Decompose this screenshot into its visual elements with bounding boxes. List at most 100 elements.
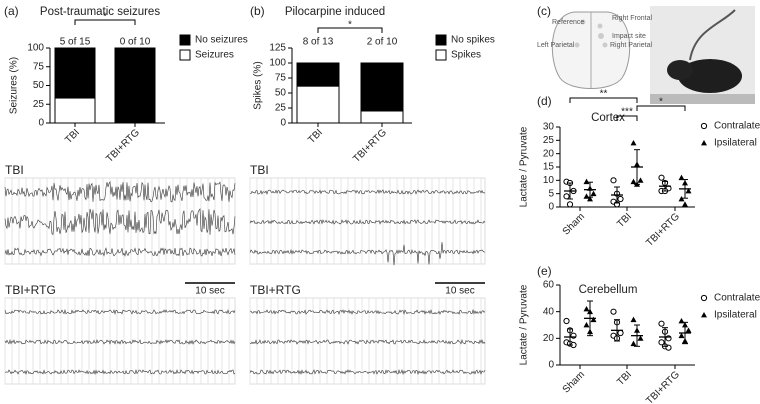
eeg-label: TBI xyxy=(5,163,24,177)
x-tick-label: TBI xyxy=(615,369,634,388)
data-point xyxy=(637,177,644,183)
x-tick-label: TBI xyxy=(615,211,634,230)
floor xyxy=(650,94,755,104)
x-tick-label: TBI+RTG xyxy=(351,127,389,165)
data-point xyxy=(685,327,692,333)
significance-bracket xyxy=(317,27,383,33)
bar-segment xyxy=(360,62,404,112)
cable xyxy=(689,9,736,61)
panel-label: (d) xyxy=(537,94,552,108)
scale-bar-label: 10 sec xyxy=(195,286,224,297)
data-point xyxy=(617,195,624,203)
electrode-label: Left Parietal xyxy=(537,42,575,49)
electrode-label: Right Frontal xyxy=(612,15,653,22)
chart-title: Pilocarpine induced xyxy=(285,6,385,18)
significance-bracket xyxy=(636,105,686,111)
legend-label: No spikes xyxy=(451,35,495,46)
electrode xyxy=(602,42,608,48)
data-point xyxy=(587,196,593,202)
bar-segment xyxy=(54,97,96,124)
y-tick-label: 100 xyxy=(27,43,44,54)
eeg-trace xyxy=(249,338,486,345)
data-point xyxy=(583,322,590,328)
count-label: 2 of 10 xyxy=(367,37,398,48)
eeg-trace xyxy=(4,208,236,235)
y-tick-label: 25 xyxy=(275,103,287,114)
brain-diagram xyxy=(551,11,631,89)
y-tick-label: 60 xyxy=(543,280,555,291)
panel-label: (e) xyxy=(537,264,552,278)
data-point xyxy=(678,196,685,202)
y-axis-label: Lactate / Pyruvate xyxy=(519,126,530,207)
y-tick-label: 0 xyxy=(548,202,554,213)
count-label: 5 of 15 xyxy=(60,37,91,48)
data-point xyxy=(583,193,590,199)
legend-label: Ipsilateral xyxy=(714,310,757,321)
data-point xyxy=(678,174,685,181)
y-tick-label: 20 xyxy=(543,333,555,344)
data-point xyxy=(658,320,665,327)
panel-label: (c) xyxy=(537,4,551,18)
y-axis-label: Seizures (%) xyxy=(9,57,20,114)
chart-title: Cortex xyxy=(591,112,625,124)
eeg-trace xyxy=(4,247,236,257)
legend-label: Contralateral xyxy=(714,293,760,304)
legend-label: Spikes xyxy=(451,50,481,61)
eeg-trace xyxy=(4,308,236,315)
data-point xyxy=(566,201,574,208)
data-point xyxy=(658,174,665,181)
electrode-label: Right Parietal xyxy=(610,42,652,49)
data-point xyxy=(658,339,665,346)
electrode-label: Reference xyxy=(552,19,584,26)
bar-segment xyxy=(296,62,340,87)
data-point xyxy=(630,316,637,323)
x-tick-label: Sham xyxy=(561,211,587,237)
y-tick-label: 0 xyxy=(280,118,286,129)
electrode-label: Impact site xyxy=(612,33,646,40)
y-tick-label: 75 xyxy=(275,73,287,84)
significance-label: * xyxy=(103,12,107,23)
chart-title: Cerebellum xyxy=(579,284,638,296)
eeg-label: TBI+RTG xyxy=(250,283,301,297)
legend-swatch xyxy=(179,49,191,61)
electrode xyxy=(597,23,603,29)
count-label: 8 of 13 xyxy=(303,37,334,48)
y-tick-label: 0 xyxy=(38,118,44,129)
x-tick-label: Sham xyxy=(561,369,587,395)
panel-label: (b) xyxy=(250,4,265,18)
y-tick-label: 125 xyxy=(269,43,286,54)
x-tick-label: TBI xyxy=(63,127,82,146)
x-tick-label: TBI xyxy=(306,127,325,146)
y-tick-label: 0 xyxy=(548,360,554,371)
legend-marker xyxy=(701,312,707,318)
panel-label: (a) xyxy=(4,4,19,18)
bar-segment xyxy=(360,110,404,124)
significance-label: *** xyxy=(621,107,633,118)
eeg-trace xyxy=(249,219,486,225)
data-point xyxy=(630,140,637,146)
y-tick-label: 5 xyxy=(548,188,554,199)
legend-label: Contralateral xyxy=(714,121,760,132)
eeg-trace xyxy=(4,181,236,203)
legend-marker xyxy=(700,122,708,130)
y-tick-label: 40 xyxy=(543,306,555,317)
y-tick-label: 25 xyxy=(543,135,555,146)
data-point xyxy=(583,178,590,185)
y-axis-label: Lactate / Pyruvate xyxy=(519,284,530,365)
y-tick-label: 50 xyxy=(33,80,45,91)
significance-label: * xyxy=(659,97,663,108)
data-point xyxy=(637,335,644,341)
electrode xyxy=(574,42,580,48)
legend-swatch xyxy=(435,49,447,61)
y-tick-label: 15 xyxy=(543,162,555,173)
bar-segment xyxy=(54,47,96,99)
electrode xyxy=(598,33,604,39)
eeg-trace xyxy=(4,338,236,345)
y-tick-label: 100 xyxy=(269,58,286,69)
y-tick-label: 50 xyxy=(275,88,287,99)
y-tick-label: 20 xyxy=(543,148,555,159)
significance-bracket xyxy=(74,19,136,25)
mouse xyxy=(678,59,742,93)
data-point xyxy=(590,190,597,197)
